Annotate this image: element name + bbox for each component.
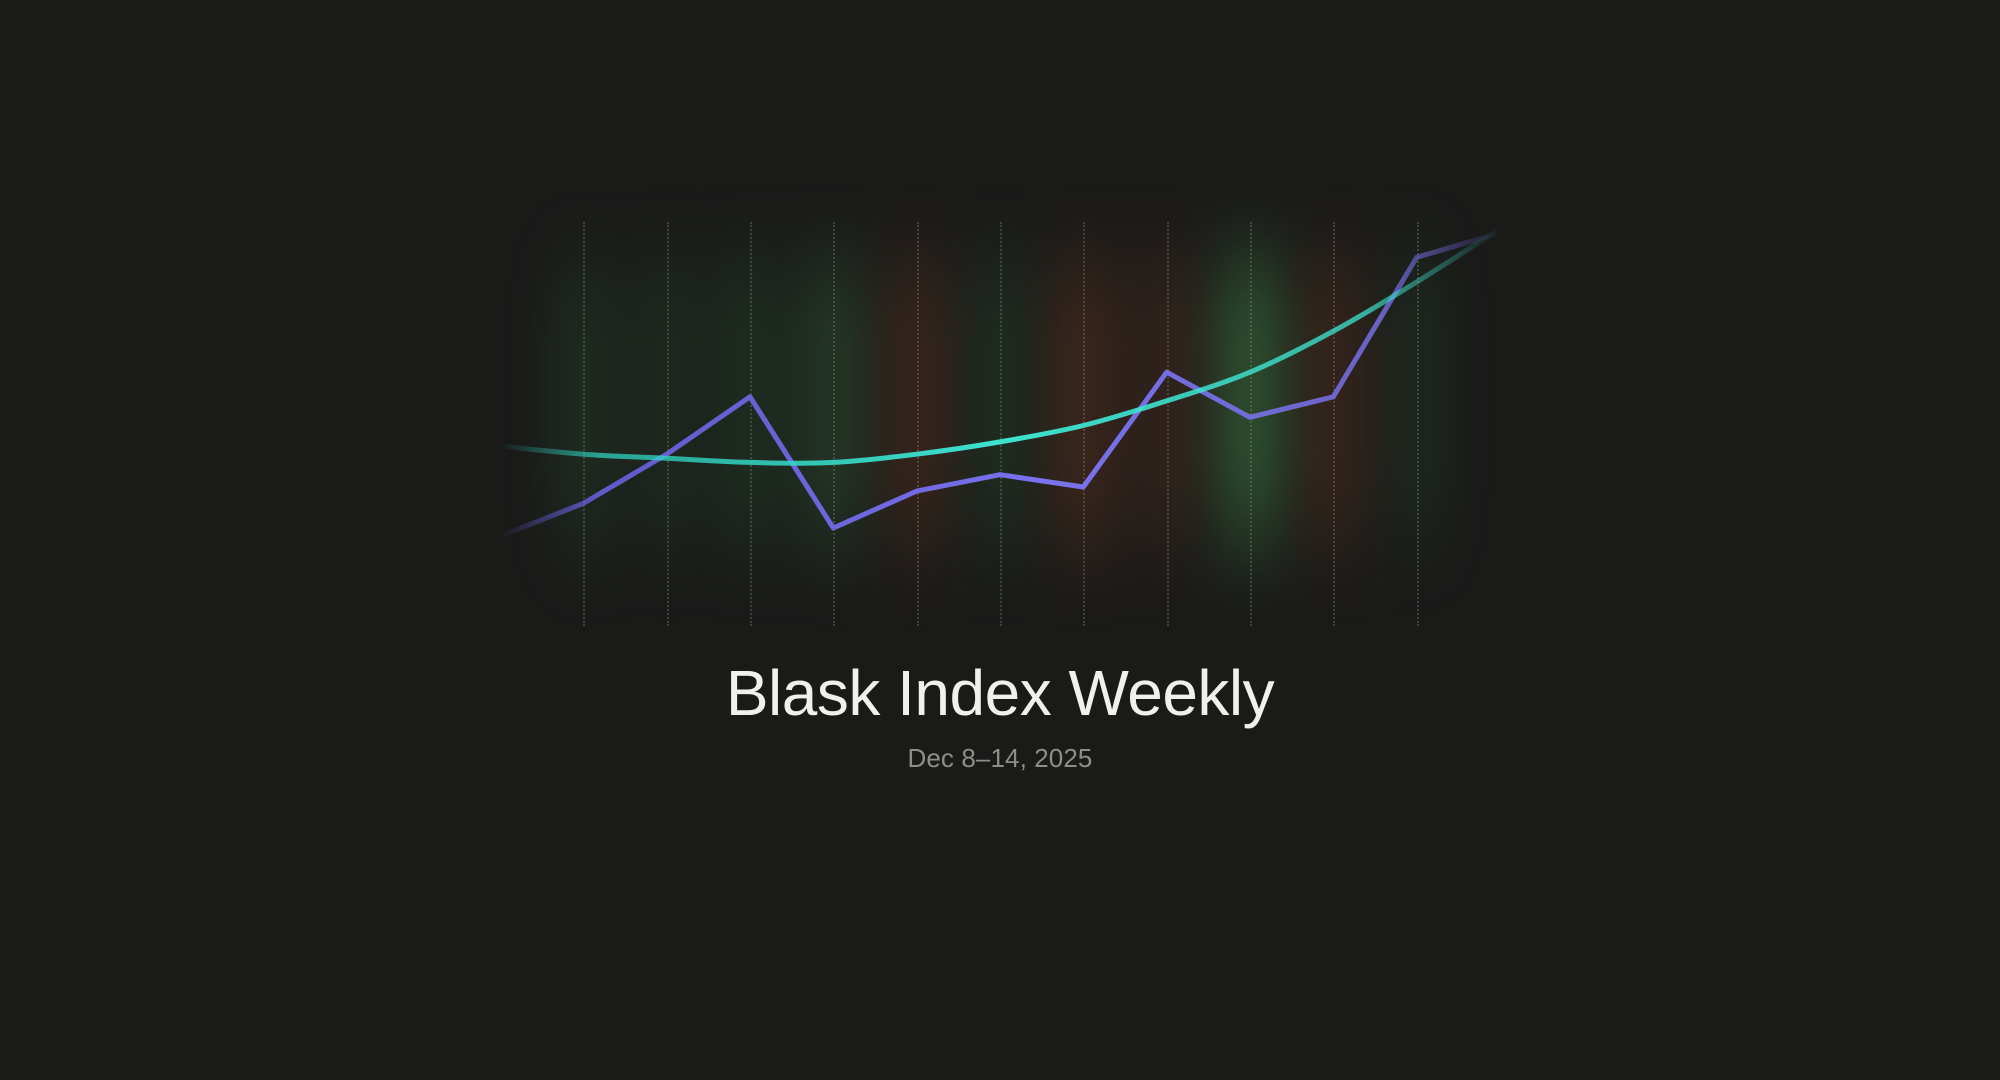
chart-series-layer — [500, 170, 1500, 650]
caption-block: Blask Index Weekly Dec 8–14, 2025 — [0, 660, 2000, 774]
index-chart — [500, 170, 1500, 650]
hero-canvas: Blask Index Weekly Dec 8–14, 2025 — [0, 0, 2000, 1080]
date-range-label: Dec 8–14, 2025 — [0, 743, 2000, 774]
series-line-blask-index — [500, 233, 1500, 536]
page-title: Blask Index Weekly — [0, 660, 2000, 727]
series-line-trend — [500, 229, 1500, 464]
